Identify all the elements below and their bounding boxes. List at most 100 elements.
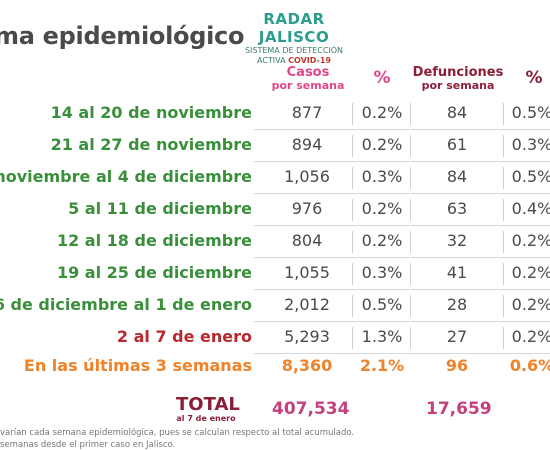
cell-defunciones: 63 [446, 199, 468, 218]
logo-covid-label: COVID-19 [288, 56, 331, 65]
column-separator [352, 199, 353, 221]
cell-pct-def: 0.2% [511, 295, 550, 314]
column-separator [503, 327, 504, 349]
cell-pct-casos: 0.2% [361, 135, 403, 154]
table-row: 14 al 20 de noviembre 877 0.2% 84 0.5% [0, 99, 550, 130]
col-header-pct-casos: % [373, 68, 391, 88]
cell-pct-casos: 0.2% [361, 199, 403, 218]
column-separator [503, 263, 504, 285]
column-separator [410, 135, 411, 157]
table-row: 21 al 27 de noviembre 894 0.2% 61 0.3% [0, 131, 550, 162]
col-header-pct-defunciones: % [525, 68, 543, 88]
row-divider [254, 129, 550, 130]
cell-casos: 877 [291, 103, 323, 122]
cell-defunciones: 84 [446, 167, 468, 186]
cell-pct-casos: 0.3% [361, 167, 403, 186]
cell-pct-casos: 0.2% [361, 231, 403, 250]
footnote-2: semanas desde el primer caso en Jalisco. [0, 440, 176, 450]
col-header-casos: Casos por semana [268, 66, 348, 92]
logo-subtitle-1: SISTEMA DE DETECCIÓN [244, 46, 344, 55]
cell-casos: 8,360 [281, 356, 333, 375]
cell-defunciones: 96 [445, 356, 469, 375]
col-header-defunciones-sub: por semana [421, 79, 495, 92]
cell-casos: 1,056 [284, 167, 330, 186]
table-row: 5 al 11 de diciembre 976 0.2% 63 0.4% [0, 195, 550, 226]
row-label: 21 al 27 de noviembre [50, 135, 252, 154]
column-separator [410, 103, 411, 125]
cell-pct-def: 0.3% [511, 135, 550, 154]
row-label: 12 al 18 de diciembre [56, 231, 252, 250]
col-header-defunciones-main: Defunciones [412, 65, 504, 80]
footnote-1: varían cada semana epidemiológica, pues … [0, 428, 355, 438]
table-row: noviembre al 4 de diciembre 1,056 0.3% 84 0.… [0, 163, 550, 194]
page-title: ma epidemiológico [0, 22, 245, 50]
row-label: 5 al 11 de diciembre [68, 199, 252, 218]
column-separator [503, 103, 504, 125]
logo-subtitle-2: ACTIVA COVID-19 [226, 56, 362, 66]
row-divider [254, 193, 550, 194]
total-title: TOTAL [176, 394, 240, 415]
cell-pct-casos: 0.3% [361, 263, 403, 282]
column-separator [352, 135, 353, 157]
column-separator [352, 327, 353, 349]
radar-jalisco-logo: RADAR JALISCO SISTEMA DE DETECCIÓN ACTIV… [226, 10, 362, 66]
cell-pct-def: 0.2% [511, 263, 550, 282]
cell-pct-def: 0.6% [509, 356, 550, 375]
column-separator [410, 167, 411, 189]
cell-pct-casos: 1.3% [361, 327, 403, 346]
summary-row: En las últimas 3 semanas 8,360 2.1% 96 0.6% [0, 352, 550, 382]
column-separator [352, 231, 353, 253]
column-separator [410, 199, 411, 221]
row-divider [254, 225, 550, 226]
col-header-defunciones: Defunciones por semana [410, 66, 506, 92]
cell-casos: 1,055 [284, 263, 330, 282]
cell-casos: 5,293 [284, 327, 330, 346]
cell-casos: 894 [291, 135, 323, 154]
row-divider [254, 353, 550, 354]
table-row: 12 al 18 de diciembre 804 0.2% 32 0.2% [0, 227, 550, 258]
logo-name: RADAR JALISCO [258, 10, 330, 46]
cell-casos: 976 [291, 199, 323, 218]
column-separator [503, 231, 504, 253]
column-separator [352, 167, 353, 189]
cell-casos: 804 [291, 231, 323, 250]
table-row: 2 al 7 de enero 5,293 1.3% 27 0.2% [0, 323, 550, 354]
column-separator [410, 327, 411, 349]
total-defunciones: 17,659 [426, 399, 492, 419]
cell-pct-def: 0.5% [511, 167, 550, 186]
row-label: 14 al 20 de noviembre [50, 103, 252, 122]
logo-subtitle-2a: ACTIVA [256, 56, 289, 65]
row-divider [254, 257, 550, 258]
column-separator [503, 167, 504, 189]
row-label: 26 de diciembre al 1 de enero [0, 295, 252, 314]
total-subtitle: al 7 de enero [176, 414, 236, 423]
column-separator [352, 263, 353, 285]
total-label: TOTAL al 7 de enero [176, 394, 240, 424]
cell-defunciones: 61 [446, 135, 468, 154]
cell-defunciones: 32 [446, 231, 468, 250]
column-separator [503, 135, 504, 157]
cell-pct-casos: 0.5% [361, 295, 403, 314]
column-separator [503, 295, 504, 317]
col-header-casos-main: Casos [286, 65, 330, 80]
column-separator [410, 231, 411, 253]
column-separator [352, 103, 353, 125]
row-divider [254, 321, 550, 322]
row-divider [254, 289, 550, 290]
cell-pct-def: 0.5% [511, 103, 550, 122]
cell-defunciones: 27 [446, 327, 468, 346]
column-separator [410, 263, 411, 285]
cell-pct-casos: 0.2% [361, 103, 403, 122]
row-label: 2 al 7 de enero [116, 327, 252, 346]
cell-pct-def: 0.2% [511, 327, 550, 346]
cell-pct-casos: 2.1% [359, 356, 405, 375]
row-label: 19 al 25 de diciembre [56, 263, 252, 282]
row-label: noviembre al 4 de diciembre [0, 167, 252, 186]
column-separator [352, 295, 353, 317]
cell-defunciones: 84 [446, 103, 468, 122]
cell-defunciones: 28 [446, 295, 468, 314]
table-row: 19 al 25 de diciembre 1,055 0.3% 41 0.2% [0, 259, 550, 290]
cell-casos: 2,012 [284, 295, 330, 314]
summary-label: En las últimas 3 semanas [23, 356, 252, 375]
cell-pct-def: 0.2% [511, 231, 550, 250]
